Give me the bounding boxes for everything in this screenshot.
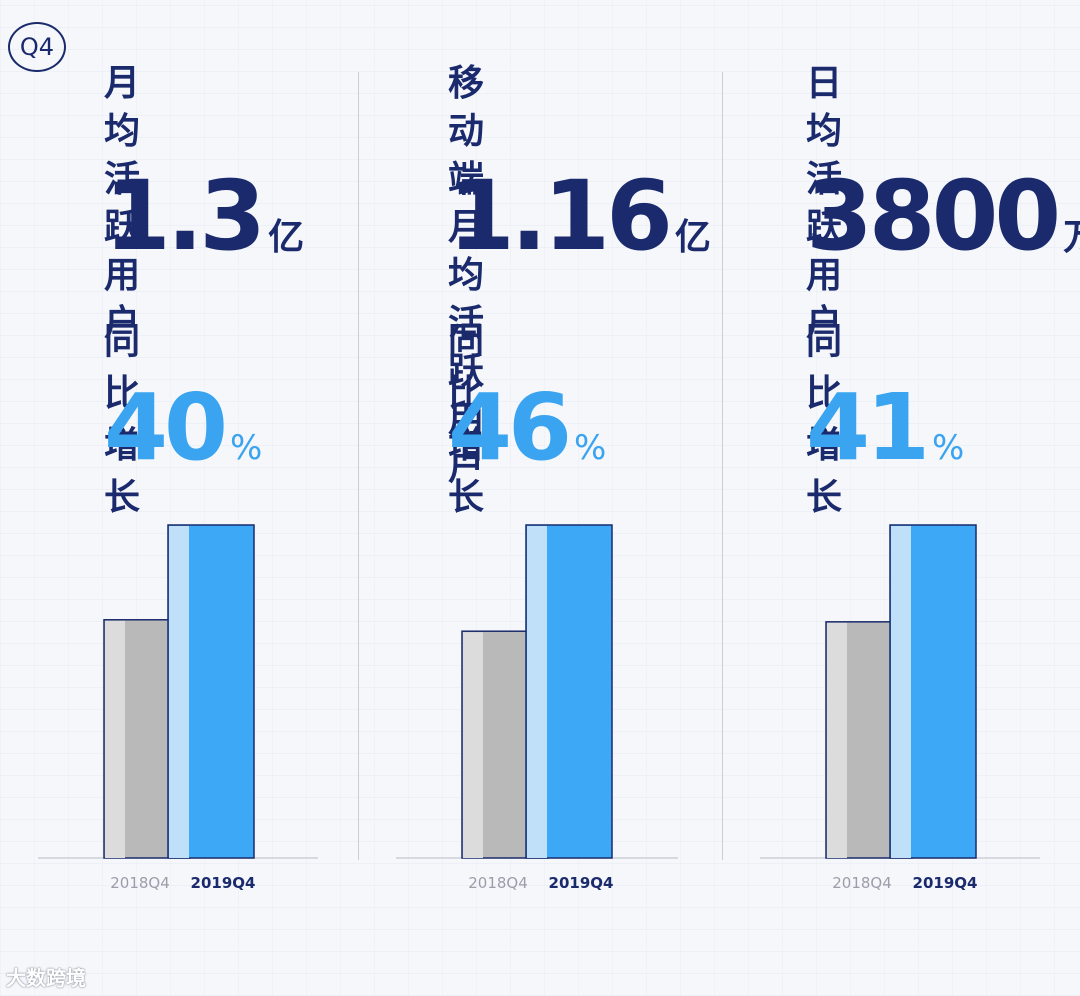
- growth-number: 41: [806, 374, 930, 481]
- metric-value: 3800 万: [806, 168, 1080, 264]
- growth-value: 40 %: [104, 382, 262, 474]
- growth-label: 同比增长: [806, 321, 844, 518]
- growth-number: 40: [104, 374, 228, 481]
- metric-title: 日均 活跃用户: [806, 63, 844, 344]
- metric-title: 月均 活跃用户: [104, 63, 142, 344]
- growth-value: 41 %: [806, 382, 964, 474]
- bar-shade-2018Q4: [827, 622, 847, 858]
- growth-unit: %: [932, 428, 965, 468]
- tick-label-2018Q4: 2018Q4: [832, 874, 892, 892]
- metric-number: 1.3: [104, 160, 266, 272]
- metric-value: 1.3 亿: [104, 168, 304, 264]
- growth-label: 同比增长: [104, 321, 142, 518]
- bar-shade-2018Q4: [105, 620, 125, 858]
- tick-label-2019Q4: 2019Q4: [191, 874, 256, 892]
- metric-unit: 亿: [268, 217, 305, 258]
- bar-shade-2019Q4: [169, 526, 189, 858]
- growth-unit: %: [230, 428, 263, 468]
- column-divider-1: [358, 72, 359, 860]
- column-divider-2: [722, 72, 723, 860]
- tick-label-2019Q4: 2019Q4: [913, 874, 978, 892]
- watermark-logo: 大数跨境: [6, 966, 86, 990]
- bar-shade-2018Q4: [463, 632, 483, 858]
- metric-unit: 万: [1063, 208, 1080, 260]
- metric-number: 1.16: [448, 160, 673, 272]
- bar-shade-2019Q4: [527, 526, 547, 858]
- metric-number: 3800: [806, 160, 1061, 272]
- quarter-badge: Q4: [8, 22, 66, 72]
- growth-value: 46 %: [448, 382, 606, 474]
- bar-shade-2019Q4: [891, 526, 911, 858]
- tick-label-2018Q4: 2018Q4: [110, 874, 170, 892]
- growth-label: 同比增长: [448, 321, 486, 518]
- growth-unit: %: [574, 428, 607, 468]
- growth-number: 46: [448, 374, 572, 481]
- metric-unit: 亿: [674, 217, 711, 258]
- tick-label-2018Q4: 2018Q4: [468, 874, 528, 892]
- metric-title: 移动端月均 活跃用户: [448, 63, 486, 488]
- tick-label-2019Q4: 2019Q4: [549, 874, 614, 892]
- metric-value: 1.16 亿: [448, 168, 711, 264]
